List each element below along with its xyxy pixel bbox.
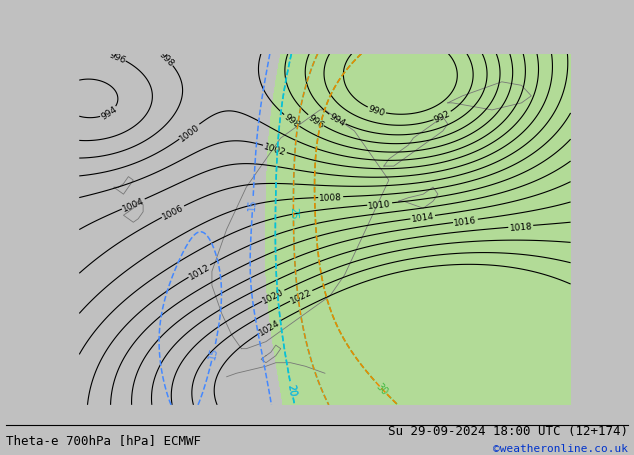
Text: 15: 15 (207, 345, 220, 359)
Text: 990: 990 (367, 104, 386, 118)
Text: 998: 998 (157, 50, 176, 69)
Text: ©weatheronline.co.uk: ©weatheronline.co.uk (493, 443, 628, 453)
Text: 996: 996 (107, 50, 127, 65)
Text: 25: 25 (288, 207, 299, 219)
Text: 1004: 1004 (121, 196, 146, 213)
Text: 1020: 1020 (261, 287, 285, 305)
Text: 30: 30 (374, 381, 389, 396)
Text: 1022: 1022 (289, 287, 313, 305)
Text: 1002: 1002 (262, 142, 287, 157)
Text: 1008: 1008 (319, 193, 342, 202)
Text: 996: 996 (306, 113, 325, 130)
Text: 994: 994 (328, 112, 347, 128)
Text: 1018: 1018 (509, 222, 533, 232)
Text: 1006: 1006 (160, 203, 185, 221)
Text: 1000: 1000 (178, 122, 201, 143)
Text: 998: 998 (282, 113, 301, 130)
Text: 1010: 1010 (368, 199, 392, 210)
Text: 992: 992 (433, 109, 452, 125)
Text: Theta-e 700hPa [hPa] ECMWF: Theta-e 700hPa [hPa] ECMWF (6, 433, 202, 446)
Text: 1024: 1024 (258, 318, 282, 337)
Text: 1016: 1016 (453, 216, 477, 228)
Text: 994: 994 (99, 105, 119, 122)
Text: 20: 20 (285, 383, 298, 397)
Text: 20: 20 (285, 383, 298, 397)
Text: 15: 15 (247, 198, 258, 211)
Text: Su 29-09-2024 18:00 UTC (12+174): Su 29-09-2024 18:00 UTC (12+174) (387, 424, 628, 437)
Text: 1014: 1014 (411, 212, 435, 224)
Text: 1012: 1012 (187, 262, 211, 281)
